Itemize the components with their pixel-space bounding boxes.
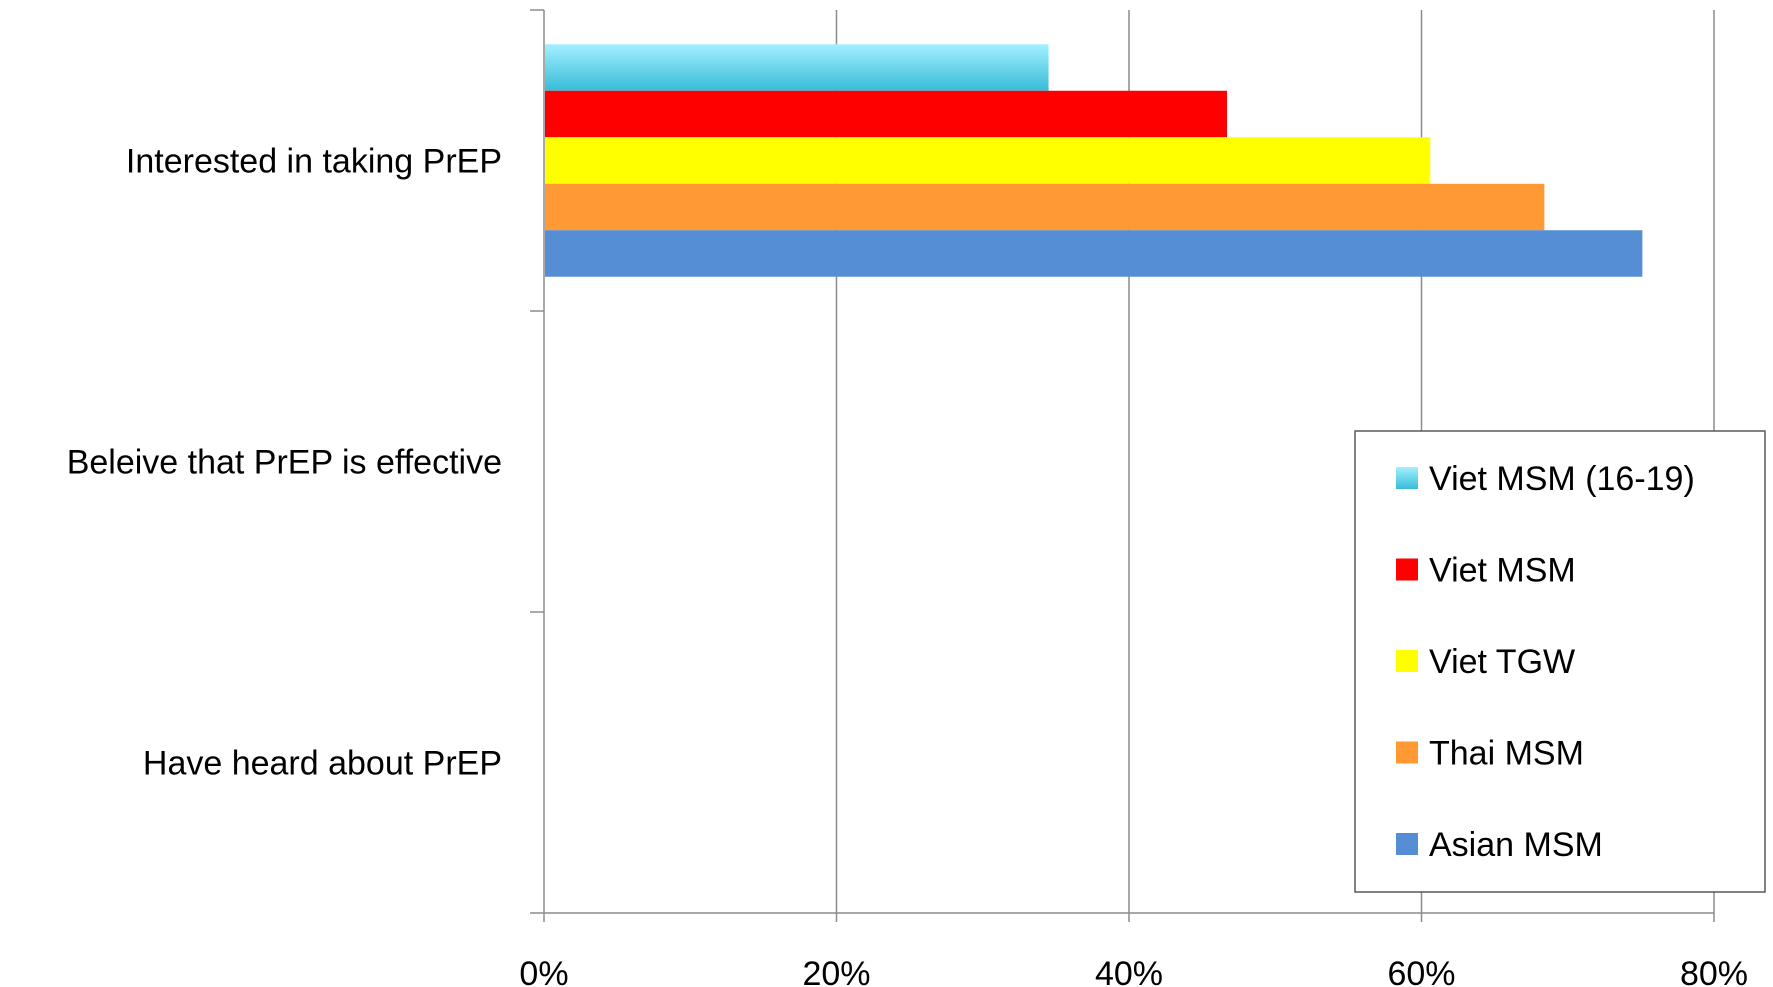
legend-swatch	[1396, 833, 1418, 855]
bars	[545, 44, 1643, 277]
legend-swatch	[1396, 467, 1418, 489]
bar	[545, 230, 1643, 277]
category-label: Have heard about PrEP	[143, 745, 502, 783]
x-tick-label: 60%	[1387, 955, 1455, 987]
x-tick-label: 80%	[1680, 955, 1748, 987]
category-label: Interested in taking PrEP	[126, 143, 502, 181]
legend-label: Viet TGW	[1429, 643, 1575, 681]
legend-box	[1354, 430, 1766, 893]
bar	[545, 183, 1545, 231]
category-label: Beleive that PrEP is effective	[67, 444, 502, 482]
legend-label: Viet MSM (16-19)	[1429, 460, 1695, 498]
legend-label: Thai MSM	[1429, 735, 1584, 773]
x-tick-label: 40%	[1095, 955, 1163, 987]
bar	[545, 44, 1049, 91]
legend: Viet MSM (16-19) Viet MSM Viet TGW Thai MSM…	[1354, 430, 1766, 893]
legend-swatch	[1396, 558, 1418, 581]
legend-swatch	[1396, 650, 1418, 672]
legend-label: Asian MSM	[1429, 826, 1603, 864]
bar	[545, 90, 1227, 138]
x-tick-label: 20%	[802, 955, 870, 987]
axes: 0% 20% 40% 60% 80% Interested in taking PrEP B…	[67, 9, 1748, 987]
bar	[545, 137, 1431, 184]
x-tick-label: 0%	[519, 955, 568, 987]
legend-label: Viet MSM	[1429, 552, 1576, 590]
legend-swatch	[1396, 741, 1418, 764]
